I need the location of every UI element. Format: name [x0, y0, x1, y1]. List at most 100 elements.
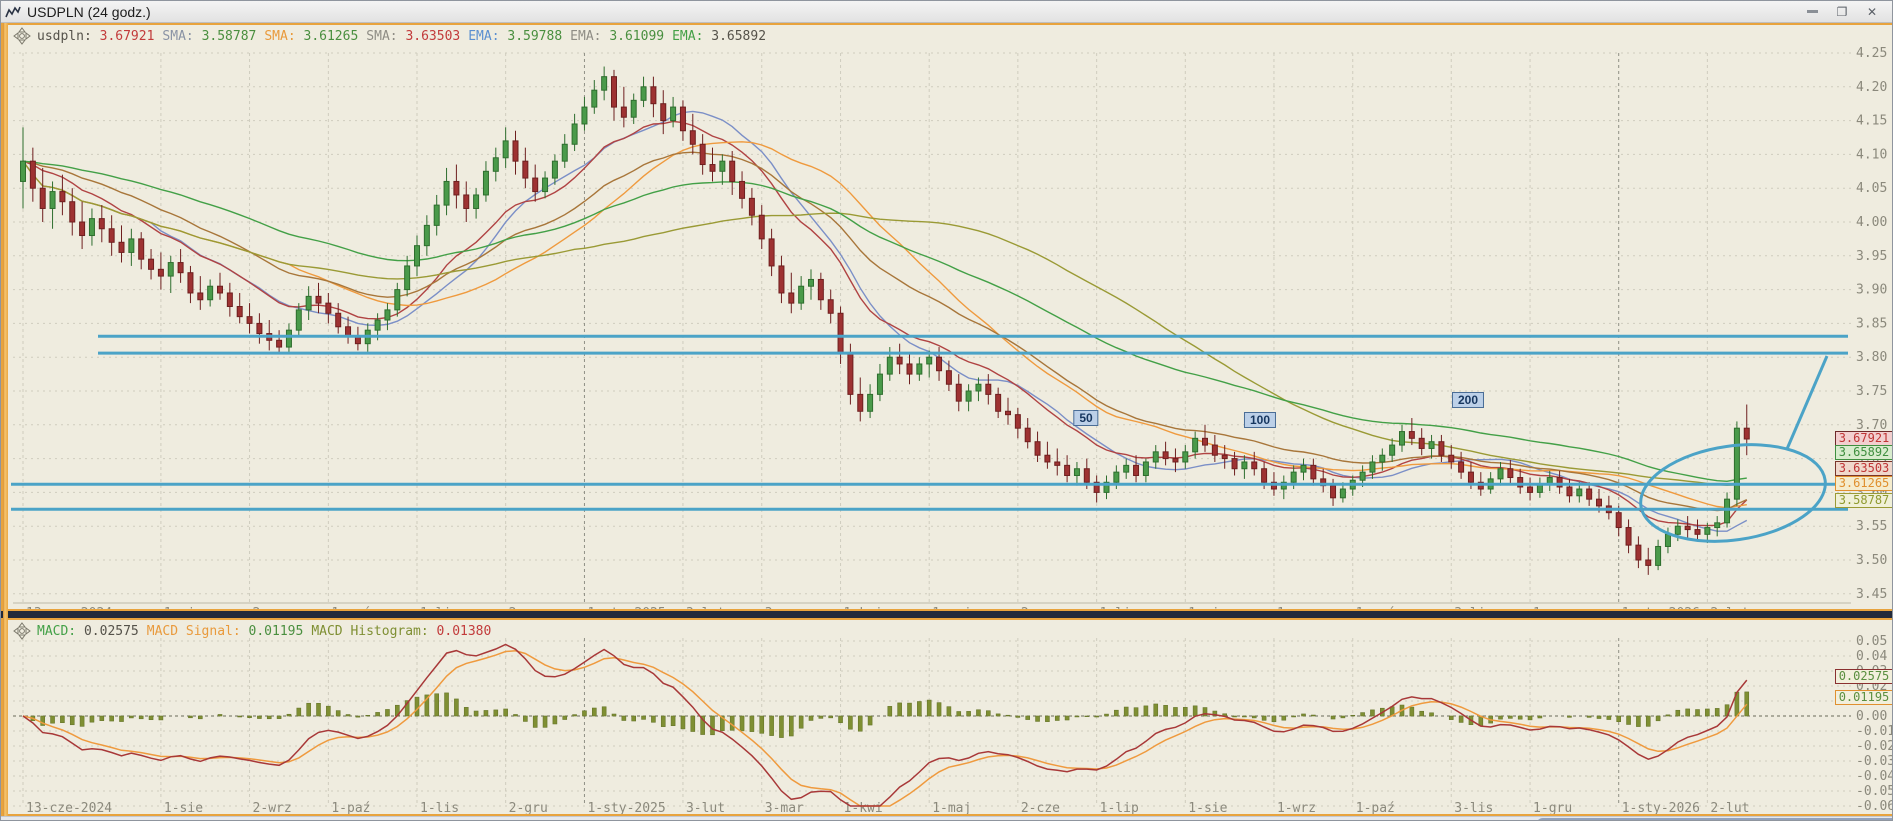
price-level-tag: 3.65892 — [1835, 444, 1892, 460]
drawing-annotations — [11, 334, 1848, 543]
date-axis-label: 2-cze — [1021, 801, 1060, 814]
macd-axis-label: 0.04 — [1856, 649, 1887, 664]
price-axis-label: 4.05 — [1856, 181, 1887, 196]
ma-period-tag: 200 — [1451, 392, 1485, 408]
candlestick-series — [20, 66, 1750, 575]
macd-signal-line — [22, 650, 1748, 807]
macd-axis-label: -0.06 — [1856, 799, 1892, 814]
date-axis-label: 1-lip — [1100, 801, 1139, 814]
macd-axis-label: 0.00 — [1856, 709, 1887, 724]
price-axis-label: 3.45 — [1856, 587, 1887, 602]
date-axis-label: 1-kwi — [844, 606, 883, 611]
macd-axis-label: -0.03 — [1856, 754, 1892, 769]
date-axis-label: 13-cze-2024 — [26, 606, 112, 611]
window-title: USDPLN (24 godz.) — [27, 3, 151, 20]
panel-left-accent-strip — [3, 23, 8, 816]
date-axis-label: 3-lut — [686, 801, 725, 814]
date-axis-label: 1-maj — [932, 801, 971, 814]
indicator-legend-item: EMA: 3.65892 — [672, 28, 767, 44]
pan-navigator-icon[interactable] — [13, 27, 31, 45]
date-axis-label: 1-paź — [331, 801, 370, 814]
date-axis-label: 3-mar — [765, 606, 804, 611]
macd-panel: 0.050.040.030.020.010.00-0.01-0.02-0.03-… — [1, 620, 1892, 814]
price-axis-label: 3.75 — [1856, 384, 1887, 399]
macd-axis-label: 0.05 — [1856, 634, 1887, 649]
minimize-button[interactable] — [1802, 4, 1822, 19]
date-axis-label: 13-cze-2024 — [26, 801, 112, 814]
price-axis-label: 4.20 — [1856, 80, 1887, 95]
date-axis-label: 1-gru — [1533, 801, 1572, 814]
date-axis-label: 1-sty-2026 — [1622, 606, 1700, 611]
date-axis-label: 2-wrz — [253, 801, 292, 814]
price-level-tag: 3.61265 — [1835, 475, 1892, 491]
macd-lines — [22, 643, 1748, 807]
date-axis-label: 3-lis — [1454, 606, 1493, 611]
panel-bottom-border — [1, 814, 1892, 816]
macd-histogram — [30, 691, 1750, 738]
chart-window-icon — [5, 5, 21, 19]
window-titlebar: USDPLN (24 godz.) ❐ ✕ — [1, 1, 1892, 23]
date-axis-label: 1-lis — [420, 606, 459, 611]
date-axis-label: 2-wrz — [253, 606, 292, 611]
panel-splitter[interactable] — [1, 609, 1892, 620]
price-axis-label: 3.85 — [1856, 316, 1887, 331]
date-axis-label: 1-sty-2025 — [587, 801, 665, 814]
price-chart-canvas[interactable]: 4.25 4.20 4.15 4.10 4.05 4.00 3.95 3.90 3.85 3.80… — [3, 25, 1892, 611]
date-axis-label: 2-gru — [509, 801, 548, 814]
ma-line-ema200 — [22, 160, 1747, 483]
price-axis-label: 3.50 — [1856, 553, 1887, 568]
date-axis-label: 1-sie — [1188, 606, 1227, 611]
date-axis-label: 1-sie — [164, 606, 203, 611]
close-button[interactable]: ✕ — [1866, 4, 1878, 19]
date-axis-label: 1-lis — [420, 801, 459, 814]
date-axis-label: 1-sie — [164, 801, 203, 814]
price-chart-panel: 4.25 4.20 4.15 4.10 4.05 4.00 3.95 3.90 3.85 3.80… — [1, 23, 1892, 611]
date-axis-label: 1-sie — [1188, 801, 1227, 814]
price-axis-label: 4.15 — [1856, 114, 1887, 129]
price-axis-label: 3.70 — [1856, 418, 1887, 433]
macd-legend-item: MACD: 0.02575 — [37, 623, 139, 639]
macd-indicator-legend: MACD: 0.02575 MACD Signal: 0.01195 MACD Hi… — [13, 622, 499, 640]
date-axis-label: 1-wrz — [1277, 801, 1316, 814]
date-axis-label: 3-mar — [765, 801, 804, 814]
date-axis-label: 1-kwi — [844, 801, 883, 814]
macd-axis-label: -0.04 — [1856, 769, 1892, 784]
date-axis-label: 2-gru — [509, 606, 548, 611]
indicator-legend-item: SMA: 3.61265 — [264, 28, 359, 44]
date-axis-label: 3-lis — [1454, 801, 1493, 814]
indicator-legend-item: usdpln: 3.67921 — [37, 28, 155, 44]
date-axis-label: 1-paź — [1356, 606, 1395, 611]
ma-period-tag: 100 — [1243, 412, 1277, 428]
macd-legend-item: MACD Histogram: 0.01380 — [311, 623, 492, 639]
indicator-legend-item: SMA: 3.58787 — [162, 28, 257, 44]
date-axis-label: 2-cze — [1021, 606, 1060, 611]
macd-canvas[interactable]: 0.050.040.030.020.010.00-0.01-0.02-0.03-… — [3, 620, 1892, 814]
date-axis-label: 1-gru — [1533, 606, 1572, 611]
date-axis-label: 1-wrz — [1277, 606, 1316, 611]
date-axis-label: 2-lut — [1710, 606, 1749, 611]
ma-line-sma100 — [22, 141, 1747, 509]
price-grid: 4.25 4.20 4.15 4.10 4.05 4.00 3.95 3.90 3.85 3.80… — [13, 46, 1887, 611]
price-axis-label: 3.55 — [1856, 519, 1887, 534]
price-axis-label: 3.80 — [1856, 350, 1887, 365]
indicator-legend-item: EMA: 3.59788 — [468, 28, 563, 44]
macd-line — [22, 643, 1748, 807]
macd-axis-label: -0.05 — [1856, 784, 1892, 799]
ma-lines — [22, 110, 1748, 532]
price-level-tag: 3.63503 — [1835, 460, 1892, 476]
price-axis-label: 3.90 — [1856, 283, 1887, 298]
macd-axis-label: -0.02 — [1856, 739, 1892, 754]
ma-line-sma200 — [22, 160, 1747, 487]
indicator-legend-item: SMA: 3.63503 — [366, 28, 461, 44]
date-axis-label: 1-paź — [331, 606, 370, 611]
price-axis-label: 4.00 — [1856, 215, 1887, 230]
date-axis-label: 3-lut — [686, 606, 725, 611]
price-axis-label: 4.25 — [1856, 46, 1887, 61]
pan-navigator-icon[interactable] — [13, 622, 31, 640]
macd-grid: 0.050.040.030.020.010.00-0.01-0.02-0.03-… — [13, 634, 1892, 814]
macd-value-tag: 0.02575 — [1835, 669, 1892, 685]
restore-button[interactable]: ❐ — [1836, 4, 1848, 19]
ellipse-annotation — [1639, 443, 1827, 543]
date-axis-label: 1-lip — [1100, 606, 1139, 611]
horizontal-scrollbar[interactable] — [1, 816, 1892, 820]
